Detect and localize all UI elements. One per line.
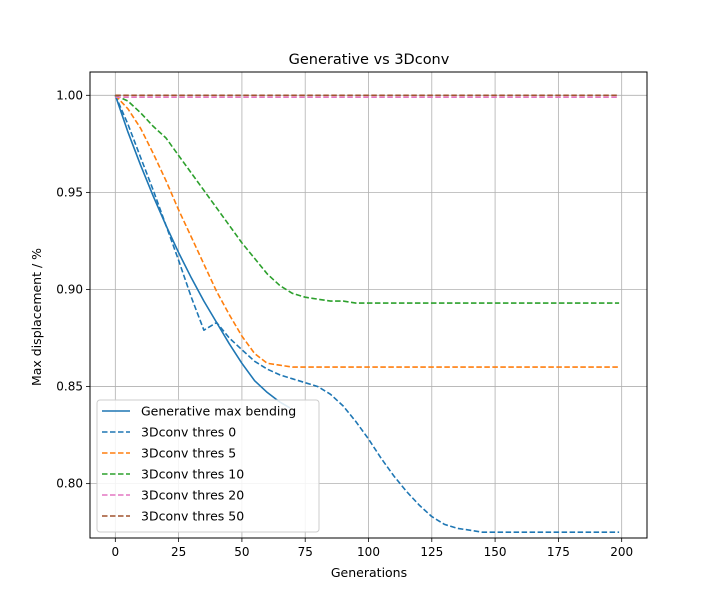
- y-tick-label: 0.95: [56, 185, 83, 199]
- x-tick-label: 125: [420, 545, 443, 559]
- y-tick-label: 0.90: [56, 282, 83, 296]
- series-line-3: [114, 94, 620, 304]
- series-lines: [114, 94, 620, 534]
- x-tick-label: 50: [234, 545, 249, 559]
- x-tick-label: 150: [484, 545, 507, 559]
- series-line-2: [114, 94, 620, 368]
- x-tick-label: 75: [298, 545, 313, 559]
- x-axis-label: Generations: [331, 565, 407, 580]
- x-tick-label: 0: [111, 545, 119, 559]
- y-tick-label: 0.85: [56, 380, 83, 394]
- x-tick-label: 175: [547, 545, 570, 559]
- y-axis-label: Max displacement / %: [29, 248, 44, 386]
- legend-label: 3Dconv thres 20: [141, 488, 244, 503]
- x-tick-label: 25: [171, 545, 186, 559]
- legend-box: [96, 399, 320, 533]
- y-tick-label: 1.00: [56, 88, 83, 102]
- x-tick-label: 200: [610, 545, 633, 559]
- chart-title: Generative vs 3Dconv: [289, 52, 450, 68]
- legend-label: 3Dconv thres 5: [141, 446, 236, 461]
- legend-label: 3Dconv thres 10: [141, 467, 244, 482]
- legend: Generative max bending 3Dconv thres 0 3Dco…: [96, 399, 320, 533]
- y-tick-label: 0.80: [56, 477, 83, 491]
- x-tick-label: 100: [357, 545, 380, 559]
- series-line-0: [114, 95, 291, 409]
- legend-label: 3Dconv thres 0: [141, 425, 236, 440]
- axis-ticks: 0 25 50 75 100 125 150 175 200 0.80 0.85 0.90 0.95 1.…: [56, 88, 633, 559]
- legend-label: Generative max bending: [141, 404, 296, 419]
- legend-label: 3Dconv thres 50: [141, 509, 244, 524]
